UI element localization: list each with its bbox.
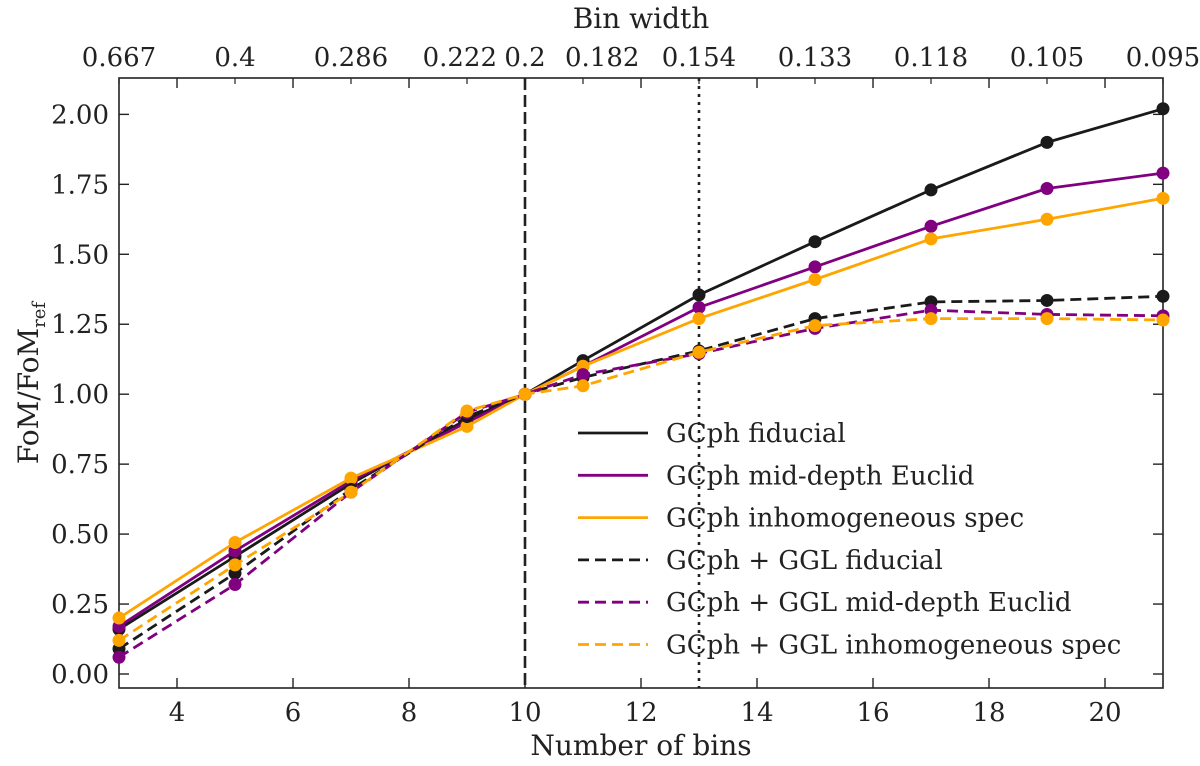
series-5-point <box>228 577 242 591</box>
series-line-2 <box>118 171 1164 628</box>
series-6-point <box>1156 313 1170 327</box>
series-3-point <box>1156 191 1170 205</box>
series-6-point <box>228 558 242 572</box>
series-3-point <box>112 611 126 625</box>
series-3-point <box>924 232 938 246</box>
top-tick-label: 0.154 <box>662 43 736 73</box>
x-tick-label: 18 <box>972 698 1005 728</box>
top-tick-label: 0.118 <box>894 43 968 73</box>
x-tick-label: 10 <box>508 698 541 728</box>
y-tick-label: 2.00 <box>51 100 109 130</box>
x-tick-label: 14 <box>740 698 773 728</box>
series-2-point <box>1156 166 1170 180</box>
y-tick-label: 0.75 <box>51 450 109 480</box>
series-6-point <box>808 319 822 333</box>
y-tick-label: 1.25 <box>51 310 109 340</box>
y-axis-title-sub: ref <box>29 301 50 328</box>
series-6-point <box>692 345 706 359</box>
series-1-point <box>1156 102 1170 116</box>
legend: GCph fiducial GCph mid-depth Euclid GCph i… <box>578 419 1121 661</box>
top-tick-label: 0.286 <box>314 43 388 73</box>
series-6-point <box>576 379 590 393</box>
series-6-point <box>460 404 474 418</box>
legend-label-3: GCph inhomogeneous spec <box>666 504 1024 534</box>
series-3-point <box>692 312 706 326</box>
series-3-point <box>1040 212 1054 226</box>
series-1-point <box>1040 135 1054 149</box>
top-tick-label: 0.105 <box>1010 43 1084 73</box>
top-tick-label: 0.4 <box>214 43 255 73</box>
series-2-point <box>692 300 706 314</box>
y-tick-label: 0.00 <box>51 660 109 690</box>
y-axis-title-main: FoM/FoM <box>12 328 45 464</box>
y-tick-label: 0.50 <box>51 520 109 550</box>
series-2-point <box>808 260 822 274</box>
x-tick-label: 16 <box>856 698 889 728</box>
top-tick-label: 0.133 <box>778 43 852 73</box>
series-3-point <box>228 535 242 549</box>
series-4-point <box>1156 289 1170 303</box>
y-tick-label: 1.00 <box>51 380 109 410</box>
x-tick-label: 12 <box>624 698 657 728</box>
y-tick-label: 0.25 <box>51 590 109 620</box>
y-axis-title: FoM/FoMref <box>12 301 50 465</box>
series-1-point <box>692 288 706 302</box>
top-tick-label: 0.2 <box>504 43 545 73</box>
series-5-point <box>576 368 590 382</box>
x-tick-label: 6 <box>285 698 302 728</box>
x-tick-label: 4 <box>169 698 186 728</box>
series-4-point <box>1040 293 1054 307</box>
legend-label-1: GCph fiducial <box>666 419 846 449</box>
series-6-point <box>1040 312 1054 326</box>
series-3-point <box>808 272 822 286</box>
legend-label-2: GCph mid-depth Euclid <box>666 461 974 491</box>
top-tick-label: 0.222 <box>423 43 497 73</box>
top-tick-label: 0.182 <box>565 43 639 73</box>
series-line-4 <box>118 294 1164 650</box>
y-tick-label: 1.50 <box>51 240 109 270</box>
series-3-point <box>460 419 474 433</box>
x-tick-label: 20 <box>1088 698 1121 728</box>
series-6-point <box>344 485 358 499</box>
series-2-point <box>1040 182 1054 196</box>
plot-area: 4 6 8 10 12 14 16 18 20 0.00 0.25 0.50 0.75 1.00 1.25 1… <box>51 43 1200 728</box>
legend-label-6: GCph + GGL inhomogeneous spec <box>666 631 1121 661</box>
series-3-point <box>344 471 358 485</box>
legend-label-4: GCph + GGL fiducial <box>666 546 943 576</box>
y-tick-label: 1.75 <box>51 170 109 200</box>
x-axis-title: Number of bins <box>530 729 751 762</box>
series-line-3 <box>118 196 1164 620</box>
top-tick-label: 0.095 <box>1126 43 1200 73</box>
top-tick-label: 0.667 <box>82 43 156 73</box>
series-1-point <box>924 183 938 197</box>
legend-label-5: GCph + GGL mid-depth Euclid <box>666 588 1072 618</box>
series-6-point <box>518 387 532 401</box>
series-2-point <box>924 219 938 233</box>
series-5-point <box>112 650 126 664</box>
series-6-point <box>112 633 126 647</box>
x-tick-label: 8 <box>401 698 418 728</box>
top-axis-title: Bin width <box>573 2 710 35</box>
series-6-point <box>924 312 938 326</box>
series-1-point <box>808 235 822 249</box>
